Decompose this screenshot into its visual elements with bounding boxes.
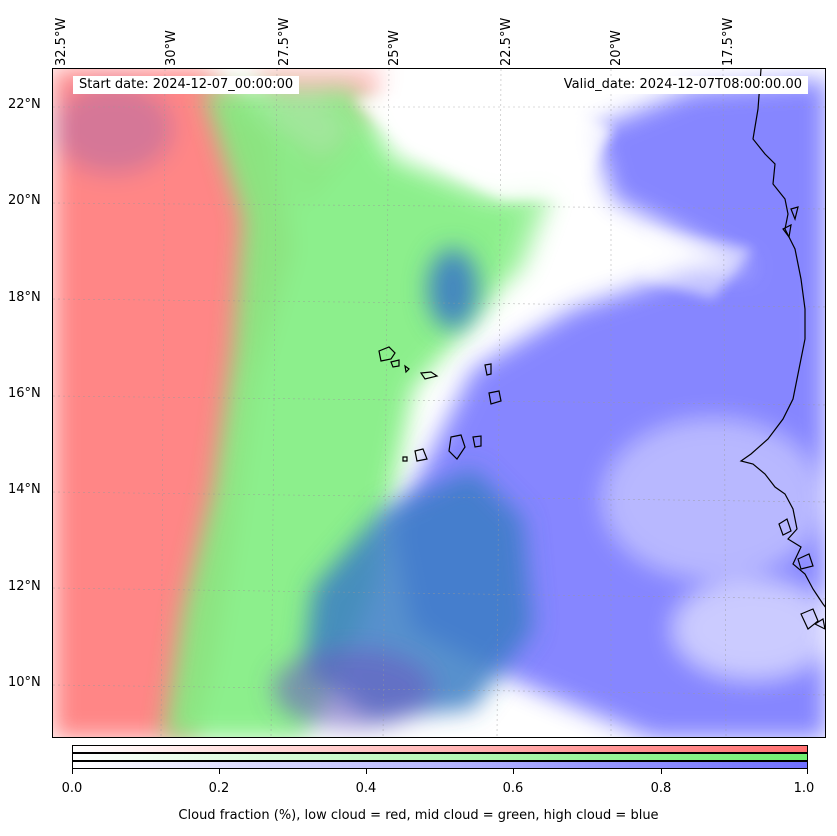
lon-label-30w: 30°W xyxy=(164,30,179,66)
colorbar-tickmark xyxy=(807,769,808,774)
colorbar-tick-0-8: 0.8 xyxy=(650,781,672,796)
colorbar-tick-0-2: 0.2 xyxy=(208,781,230,796)
colorbar-tickmark xyxy=(661,769,662,774)
colorbar-tickmark xyxy=(366,769,367,774)
lon-label-17-5w: 17.5°W xyxy=(721,17,736,66)
valid-date-label: Valid_date: 2024-12-07T08:00:00.00 xyxy=(557,76,808,94)
lat-label-12n: 12°N xyxy=(8,579,41,594)
colorbar-tick-0-6: 0.6 xyxy=(502,781,524,796)
lat-label-18n: 18°N xyxy=(8,290,41,305)
colorbar-tickmark xyxy=(72,769,73,774)
colorbar-tickmark xyxy=(219,769,220,774)
colorbar-tickmark xyxy=(513,769,514,774)
lon-label-22-5w: 22.5°W xyxy=(499,17,514,66)
lon-label-20w: 20°W xyxy=(609,30,624,66)
start-date-label: Start date: 2024-12-07_00:00:00 xyxy=(73,76,300,94)
colorbar-tick-0: 0.0 xyxy=(61,781,83,796)
lon-label-25w: 25°W xyxy=(387,30,402,66)
colorbar-tick-0-4: 0.4 xyxy=(355,781,377,796)
lat-label-22n: 22°N xyxy=(8,97,41,112)
clear-sky-areas xyxy=(353,89,753,299)
lat-label-20n: 20°N xyxy=(8,193,41,208)
map-canvas xyxy=(53,69,825,737)
graticule xyxy=(53,69,825,737)
lat-label-14n: 14°N xyxy=(8,482,41,497)
colorbar-mid-cloud xyxy=(72,753,808,761)
lon-label-27-5w: 27.5°W xyxy=(277,17,292,66)
lat-label-16n: 16°N xyxy=(8,386,41,401)
colorbar-label: Cloud fraction (%), low cloud = red, mid… xyxy=(178,808,659,823)
lat-label-10n: 10°N xyxy=(8,675,41,690)
lon-label-32-5w: 32.5°W xyxy=(54,17,69,66)
coastlines xyxy=(378,69,825,630)
colorbar-low-cloud xyxy=(72,745,808,753)
cloud-fraction-map xyxy=(52,68,826,738)
colorbar-high-cloud xyxy=(72,761,808,769)
mid-cloud-layer xyxy=(163,89,553,737)
colorbar xyxy=(72,745,808,769)
colorbar-tick-1-0: 1.0 xyxy=(793,781,815,796)
